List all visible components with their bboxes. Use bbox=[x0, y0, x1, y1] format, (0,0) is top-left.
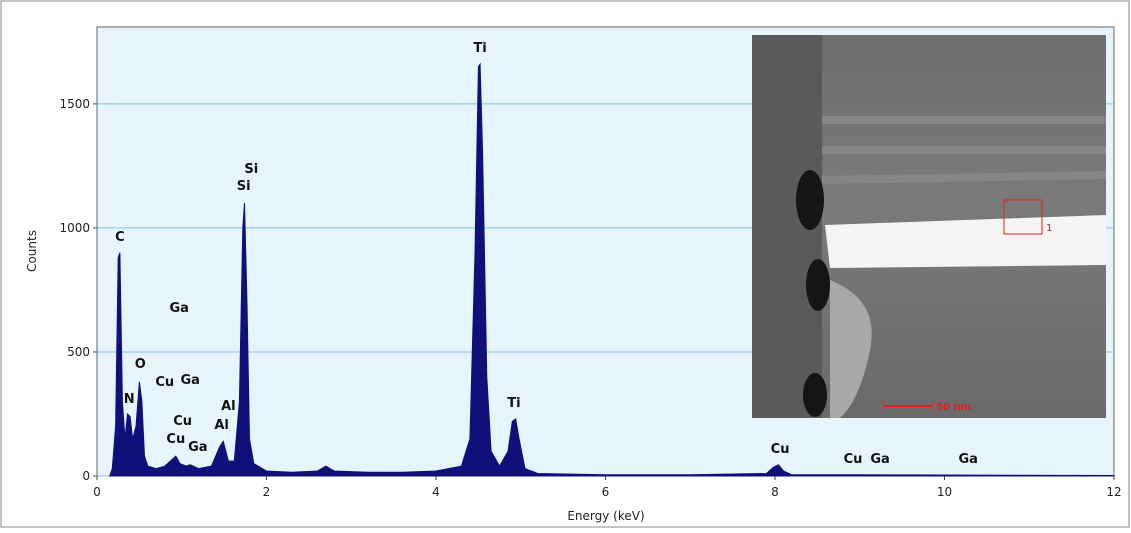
peak-label: N bbox=[124, 392, 135, 407]
peak-label: Cu bbox=[173, 414, 192, 429]
peak-label: Ga bbox=[180, 373, 199, 388]
y-tick-label: 500 bbox=[67, 345, 90, 359]
y-tick-label: 1500 bbox=[59, 97, 90, 111]
image-void bbox=[806, 259, 830, 311]
peak-label: Al bbox=[221, 399, 236, 414]
peak-label: Si bbox=[244, 162, 258, 177]
peak-label: Ti bbox=[507, 396, 520, 411]
peak-label: Cu bbox=[166, 432, 185, 447]
peak-label: C bbox=[115, 230, 125, 245]
peak-label: Cu bbox=[771, 442, 790, 457]
peak-label: Ga bbox=[188, 440, 207, 455]
y-tick-label: 0 bbox=[82, 469, 90, 483]
x-tick-label: 6 bbox=[602, 485, 610, 499]
y-tick-label: 1000 bbox=[59, 221, 90, 235]
x-tick-label: 12 bbox=[1106, 485, 1121, 499]
peak-label: Ga bbox=[959, 452, 978, 467]
image-void bbox=[796, 170, 824, 230]
x-tick-label: 0 bbox=[93, 485, 101, 499]
image-void bbox=[803, 373, 827, 417]
x-axis-label: Energy (keV) bbox=[567, 509, 644, 523]
x-tick-label: 4 bbox=[432, 485, 440, 499]
x-tick-label: 10 bbox=[937, 485, 952, 499]
scale-label: 50 nm bbox=[936, 402, 971, 413]
peak-label: Cu bbox=[155, 375, 174, 390]
image-feature bbox=[830, 280, 872, 418]
image-bright-layer bbox=[825, 215, 1106, 268]
peak-label: Ga bbox=[169, 301, 188, 316]
peak-label: Cu bbox=[844, 452, 863, 467]
y-axis-label: Counts bbox=[25, 230, 39, 272]
inset-image: 1 50 nm bbox=[752, 35, 1107, 418]
image-layer bbox=[821, 116, 1107, 184]
region-label: 1 bbox=[1046, 223, 1052, 234]
peak-label: Al bbox=[214, 418, 229, 433]
peak-label: Ti bbox=[473, 41, 486, 56]
peak-label: Ga bbox=[870, 452, 889, 467]
peak-label: Si bbox=[237, 179, 251, 194]
peak-label: O bbox=[135, 357, 146, 372]
spectrum-area bbox=[108, 62, 1115, 477]
x-tick-label: 8 bbox=[771, 485, 779, 499]
region-box bbox=[1003, 199, 1043, 235]
x-tick-label: 2 bbox=[263, 485, 271, 499]
